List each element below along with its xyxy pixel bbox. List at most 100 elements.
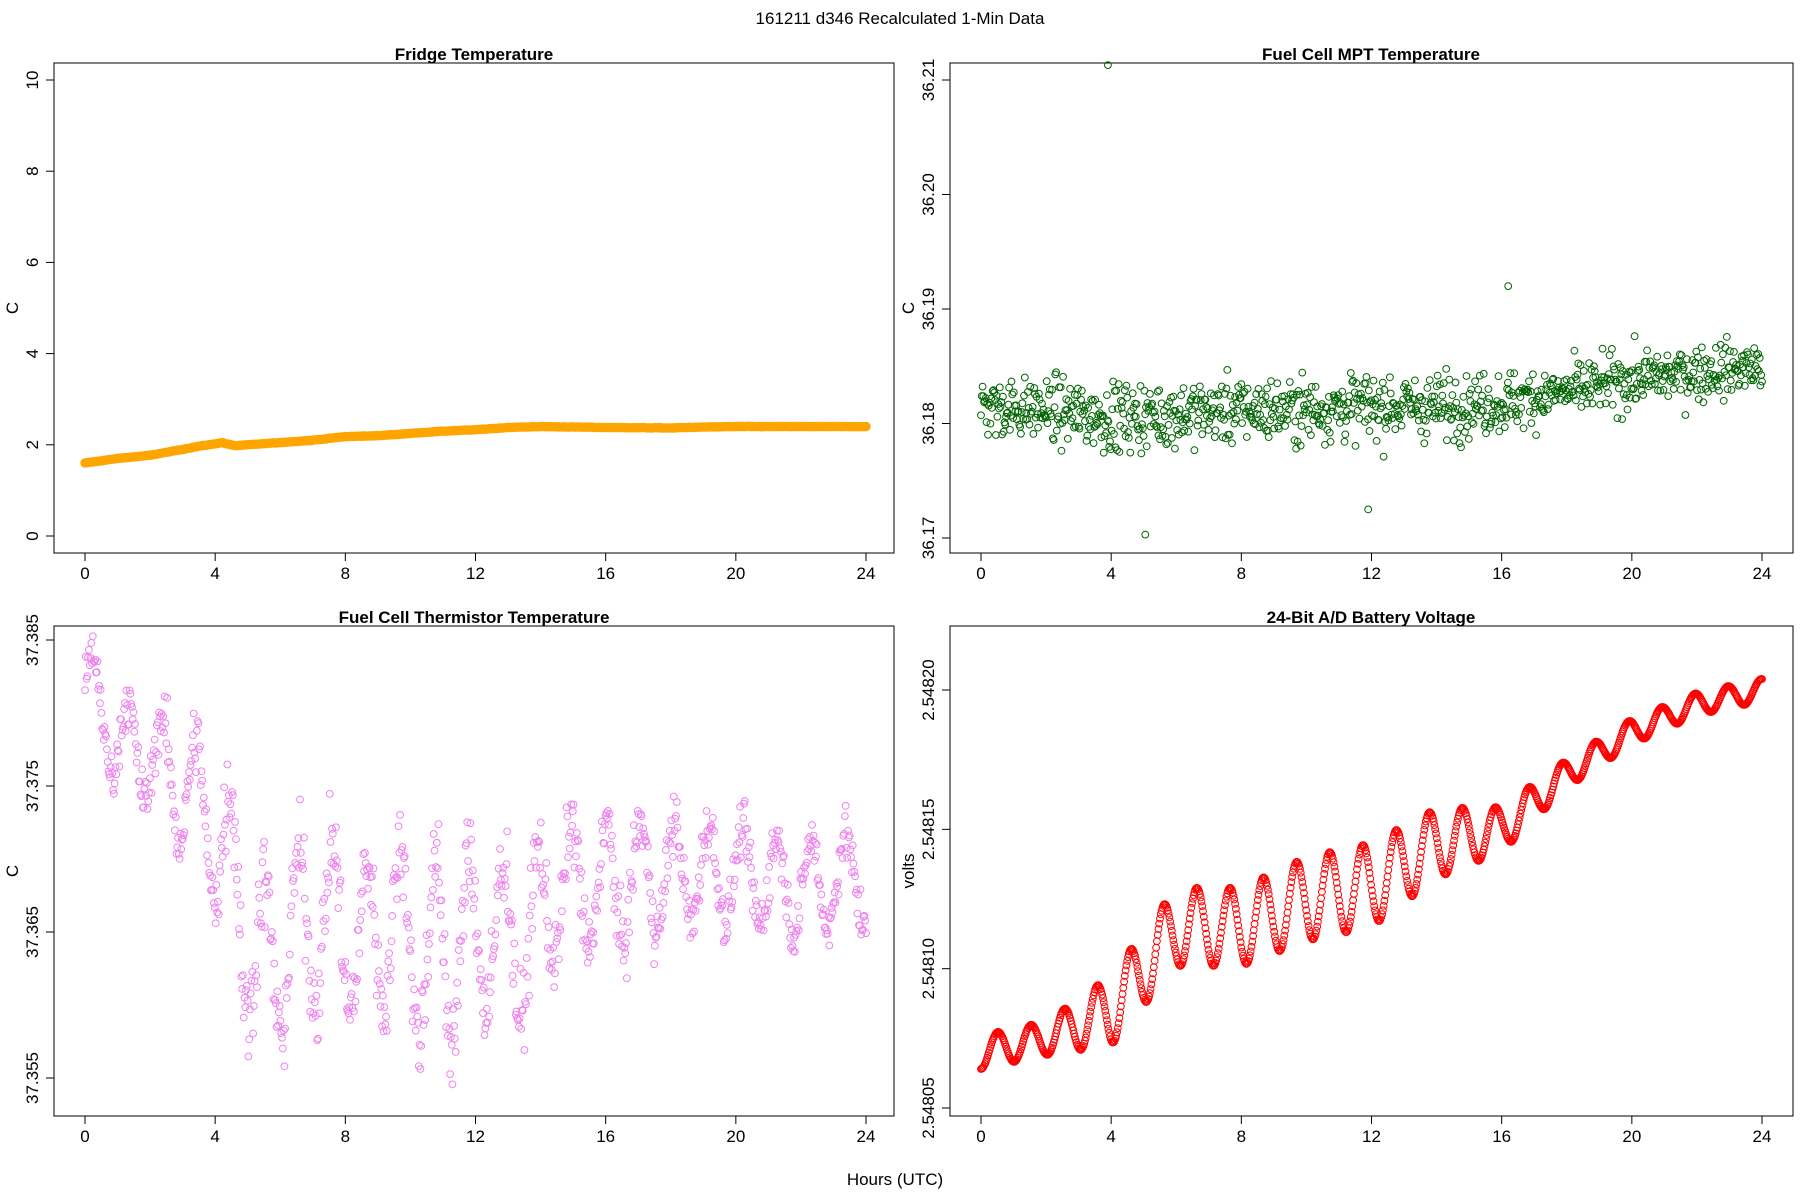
- data-point: [1145, 992, 1153, 1001]
- data-point: [1468, 838, 1476, 846]
- data-point: [702, 807, 711, 815]
- data-point: [1579, 367, 1588, 375]
- data-point: [400, 852, 409, 861]
- data-point: [1116, 421, 1125, 430]
- data-point: [1450, 836, 1458, 845]
- data-point: [1237, 380, 1246, 389]
- data-point: [1103, 416, 1112, 425]
- data-point: [981, 397, 989, 406]
- data-point: [1253, 410, 1261, 418]
- data-point: [347, 990, 356, 998]
- data-point: [1378, 906, 1387, 915]
- data-point: [1420, 439, 1429, 448]
- data-point: [153, 721, 161, 730]
- data-point: [527, 902, 536, 911]
- data-point: [1364, 863, 1373, 872]
- data-point: [1336, 907, 1345, 916]
- data-point: [1428, 392, 1436, 401]
- data-point: [843, 853, 852, 862]
- data-point: [1302, 906, 1311, 915]
- data-point: [1203, 404, 1212, 413]
- data-point: [1383, 872, 1392, 881]
- data-point: [1514, 389, 1522, 397]
- data-point: [1455, 439, 1464, 448]
- data-point: [1006, 411, 1015, 420]
- data-point: [705, 833, 713, 842]
- data-point: [1165, 913, 1174, 922]
- data-point: [150, 735, 159, 744]
- data-point: [1416, 392, 1425, 401]
- data-point: [164, 745, 173, 754]
- data-point: [480, 1031, 489, 1039]
- data-point: [441, 972, 450, 981]
- data-point: [160, 728, 168, 737]
- data-point: [1613, 414, 1622, 423]
- data-point: [1486, 816, 1494, 825]
- data-point: [321, 927, 329, 936]
- data-point: [544, 923, 553, 931]
- data-point: [491, 930, 500, 939]
- data-point: [1464, 412, 1472, 421]
- data-point: [1104, 417, 1113, 426]
- data-point: [300, 833, 308, 842]
- data-point: [1106, 437, 1114, 446]
- data-point: [1152, 421, 1160, 430]
- data-point: [1131, 955, 1140, 963]
- data-point: [1171, 444, 1179, 453]
- data-point: [556, 926, 565, 934]
- data-point: [663, 874, 672, 883]
- data-point: [1378, 378, 1387, 387]
- data-point: [1480, 842, 1489, 851]
- data-point: [425, 929, 434, 938]
- outlier-point: [1104, 61, 1112, 69]
- data-point: [832, 879, 841, 888]
- y-tick-label: 2.54815: [919, 799, 938, 860]
- battery-voltage-points: [977, 675, 1766, 1073]
- data-point: [393, 895, 401, 904]
- data-point: [1030, 384, 1039, 392]
- data-point: [431, 872, 440, 881]
- data-point: [388, 912, 397, 920]
- data-point: [493, 883, 501, 891]
- data-point: [740, 797, 749, 805]
- x-tick-label: 4: [210, 1127, 219, 1146]
- data-point: [648, 897, 657, 906]
- data-point: [769, 854, 778, 863]
- data-point: [425, 940, 433, 948]
- data-point: [1066, 384, 1074, 393]
- data-point: [106, 773, 114, 782]
- data-point: [1437, 861, 1446, 869]
- data-point: [1237, 943, 1246, 952]
- data-point: [501, 882, 510, 890]
- data-point: [1418, 396, 1426, 405]
- data-point: [1352, 871, 1361, 880]
- data-point: [310, 979, 319, 987]
- data-point: [274, 1021, 283, 1030]
- data-point: [1400, 857, 1408, 866]
- data-point: [169, 810, 178, 819]
- data-point: [356, 916, 365, 924]
- data-point: [460, 883, 469, 892]
- data-point: [1232, 415, 1240, 424]
- data-point: [1156, 914, 1164, 923]
- data-point: [1354, 855, 1363, 863]
- data-point: [245, 1035, 254, 1044]
- data-point: [189, 709, 198, 718]
- data-point: [206, 871, 215, 880]
- data-point: [136, 790, 145, 799]
- data-point: [1687, 377, 1696, 386]
- data-point: [208, 873, 217, 882]
- data-point: [1433, 839, 1442, 847]
- data-point: [1362, 373, 1371, 381]
- data-point: [1411, 887, 1419, 895]
- data-point: [1730, 348, 1738, 356]
- data-point: [1466, 830, 1475, 839]
- data-point: [1331, 397, 1339, 406]
- data-point: [778, 859, 787, 868]
- data-point: [1429, 398, 1438, 407]
- data-point: [96, 686, 105, 694]
- data-point: [695, 896, 704, 905]
- data-point: [181, 796, 190, 804]
- data-point: [1229, 891, 1238, 900]
